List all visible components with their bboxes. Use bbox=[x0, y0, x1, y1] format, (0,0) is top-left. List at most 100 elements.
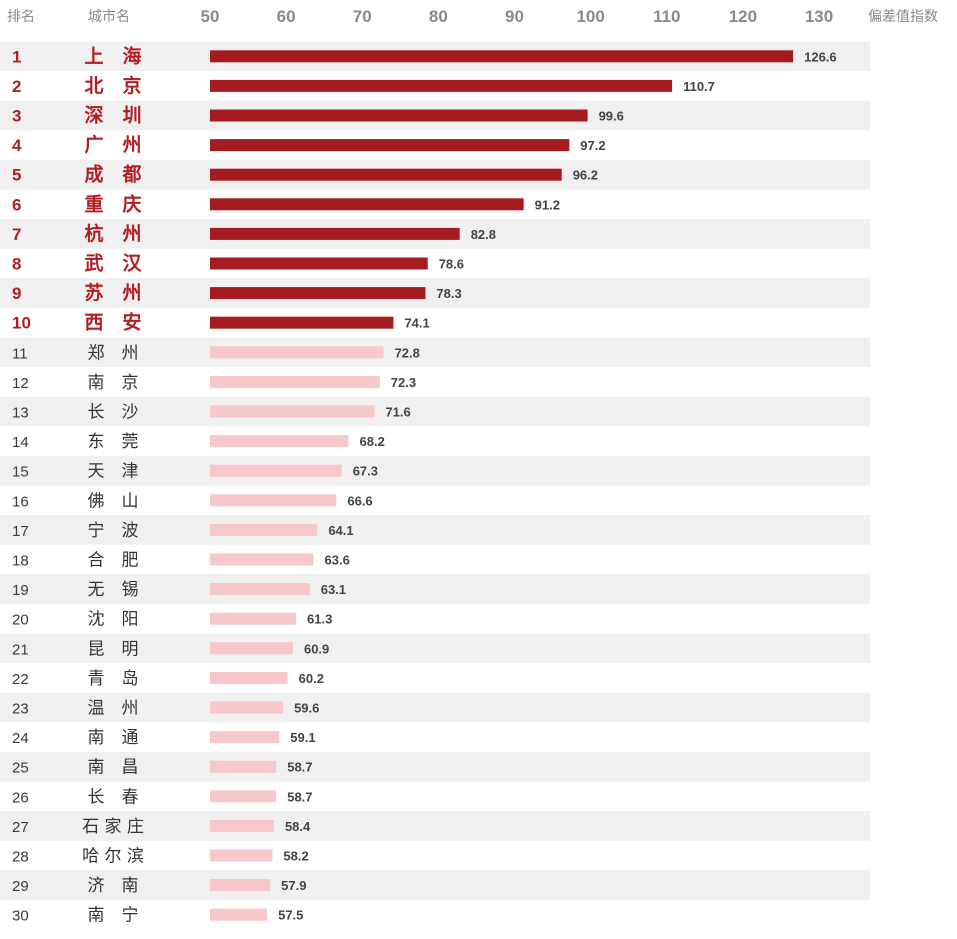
rank-number: 12 bbox=[12, 375, 29, 392]
rank-number: 6 bbox=[12, 195, 21, 214]
bar bbox=[210, 464, 342, 477]
bar-row: 7 杭 州 82.8 bbox=[12, 222, 496, 245]
bar bbox=[210, 168, 562, 181]
rank-number: 10 bbox=[12, 314, 31, 333]
bar-row: 17 宁 波 64.1 bbox=[12, 521, 354, 541]
rank-number: 20 bbox=[12, 612, 29, 629]
bar-row: 13 长 沙 71.6 bbox=[12, 403, 411, 423]
x-tick-label: 60 bbox=[277, 7, 296, 26]
value-label: 61.3 bbox=[307, 612, 332, 627]
rank-number: 25 bbox=[12, 760, 29, 777]
bar bbox=[210, 257, 428, 270]
bar-row: 10 西 安 74.1 bbox=[12, 311, 430, 334]
city-name: 郑 州 bbox=[88, 343, 139, 363]
city-name: 长 春 bbox=[88, 787, 139, 807]
bar-row: 2 北 京 110.7 bbox=[12, 74, 715, 97]
city-name: 青 岛 bbox=[88, 669, 139, 689]
bar bbox=[210, 79, 673, 92]
bar bbox=[210, 701, 284, 714]
row-stripe bbox=[0, 751, 870, 782]
city-name: 苏 州 bbox=[84, 281, 141, 304]
city-name: 南 京 bbox=[88, 373, 139, 393]
value-label: 64.1 bbox=[328, 523, 353, 538]
value-label: 78.3 bbox=[436, 286, 461, 301]
bar bbox=[210, 316, 394, 329]
city-name: 昆 明 bbox=[88, 639, 139, 659]
value-label: 58.7 bbox=[287, 760, 312, 775]
bar-row: 30 南 宁 57.5 bbox=[12, 906, 303, 926]
city-name: 杭 州 bbox=[84, 222, 141, 245]
city-column-header: 城市名 bbox=[88, 8, 130, 25]
value-label: 96.2 bbox=[573, 168, 598, 183]
city-name: 上 海 bbox=[84, 44, 141, 67]
row-stripe bbox=[0, 870, 870, 900]
rank-number: 19 bbox=[12, 582, 29, 599]
rank-number: 15 bbox=[12, 464, 29, 481]
bar bbox=[210, 435, 349, 448]
city-name: 沈 阳 bbox=[88, 610, 139, 630]
index-column-header: 偏差值指数 bbox=[868, 9, 938, 25]
bar bbox=[210, 849, 273, 862]
row-stripe bbox=[0, 692, 870, 723]
row-stripe bbox=[0, 633, 870, 664]
rank-number: 2 bbox=[12, 77, 21, 96]
bar-row: 20 沈 阳 61.3 bbox=[12, 610, 332, 630]
value-label: 58.2 bbox=[283, 849, 308, 864]
rank-number: 11 bbox=[12, 345, 28, 362]
value-label: 59.1 bbox=[290, 730, 315, 745]
bar bbox=[210, 523, 318, 536]
rank-number: 27 bbox=[12, 819, 29, 836]
value-label: 57.9 bbox=[281, 878, 306, 893]
value-label: 99.6 bbox=[599, 109, 624, 124]
city-name: 南 昌 bbox=[88, 758, 139, 778]
value-label: 72.3 bbox=[391, 375, 416, 390]
bar bbox=[210, 494, 337, 507]
city-name: 武 汉 bbox=[84, 253, 142, 275]
value-label: 58.7 bbox=[287, 789, 312, 804]
bar bbox=[210, 879, 271, 892]
value-label: 67.3 bbox=[353, 464, 378, 479]
bar bbox=[210, 50, 794, 63]
bar bbox=[210, 819, 274, 832]
bar-row: 18 合 肥 63.6 bbox=[12, 551, 350, 571]
row-stripe bbox=[0, 574, 870, 604]
bar bbox=[210, 346, 384, 359]
bar bbox=[210, 109, 588, 122]
bar bbox=[210, 287, 426, 300]
x-tick-label: 130 bbox=[805, 7, 833, 26]
value-label: 82.8 bbox=[471, 227, 496, 242]
rank-number: 26 bbox=[12, 789, 29, 806]
bar-row: 21 昆 明 60.9 bbox=[12, 639, 329, 659]
rank-number: 29 bbox=[12, 878, 29, 895]
bar bbox=[210, 405, 375, 418]
bar bbox=[210, 227, 460, 240]
city-name: 深 圳 bbox=[84, 104, 141, 127]
bar-row: 14 东 莞 68.2 bbox=[12, 432, 385, 452]
x-tick-label: 100 bbox=[576, 7, 604, 26]
x-tick-label: 50 bbox=[201, 7, 220, 26]
bar-row: 9 苏 州 78.3 bbox=[12, 281, 462, 304]
value-label: 110.7 bbox=[683, 79, 715, 94]
value-label: 71.6 bbox=[385, 405, 410, 420]
bar-row: 23 温 州 59.6 bbox=[12, 699, 319, 719]
rank-number: 13 bbox=[12, 405, 29, 422]
bar bbox=[210, 760, 277, 773]
bar-row: 8 武 汉 78.6 bbox=[12, 253, 464, 275]
rank-number: 7 bbox=[12, 225, 21, 244]
bar-row: 26 长 春 58.7 bbox=[12, 787, 313, 807]
city-name: 西 安 bbox=[84, 311, 141, 334]
rank-number: 30 bbox=[12, 908, 29, 925]
bar-row: 5 成 都 96.2 bbox=[12, 163, 598, 186]
rank-number: 14 bbox=[12, 434, 29, 451]
city-name: 南 宁 bbox=[88, 906, 139, 926]
value-label: 91.2 bbox=[535, 197, 560, 212]
city-name: 成 都 bbox=[84, 163, 141, 186]
value-label: 58.4 bbox=[285, 819, 311, 834]
bar-row: 11 郑 州 72.8 bbox=[12, 343, 420, 363]
rank-number: 24 bbox=[12, 730, 29, 747]
row-stripe bbox=[0, 455, 870, 486]
city-name: 佛 山 bbox=[88, 491, 139, 511]
rank-number: 28 bbox=[12, 849, 29, 866]
city-name: 长 沙 bbox=[88, 403, 139, 423]
